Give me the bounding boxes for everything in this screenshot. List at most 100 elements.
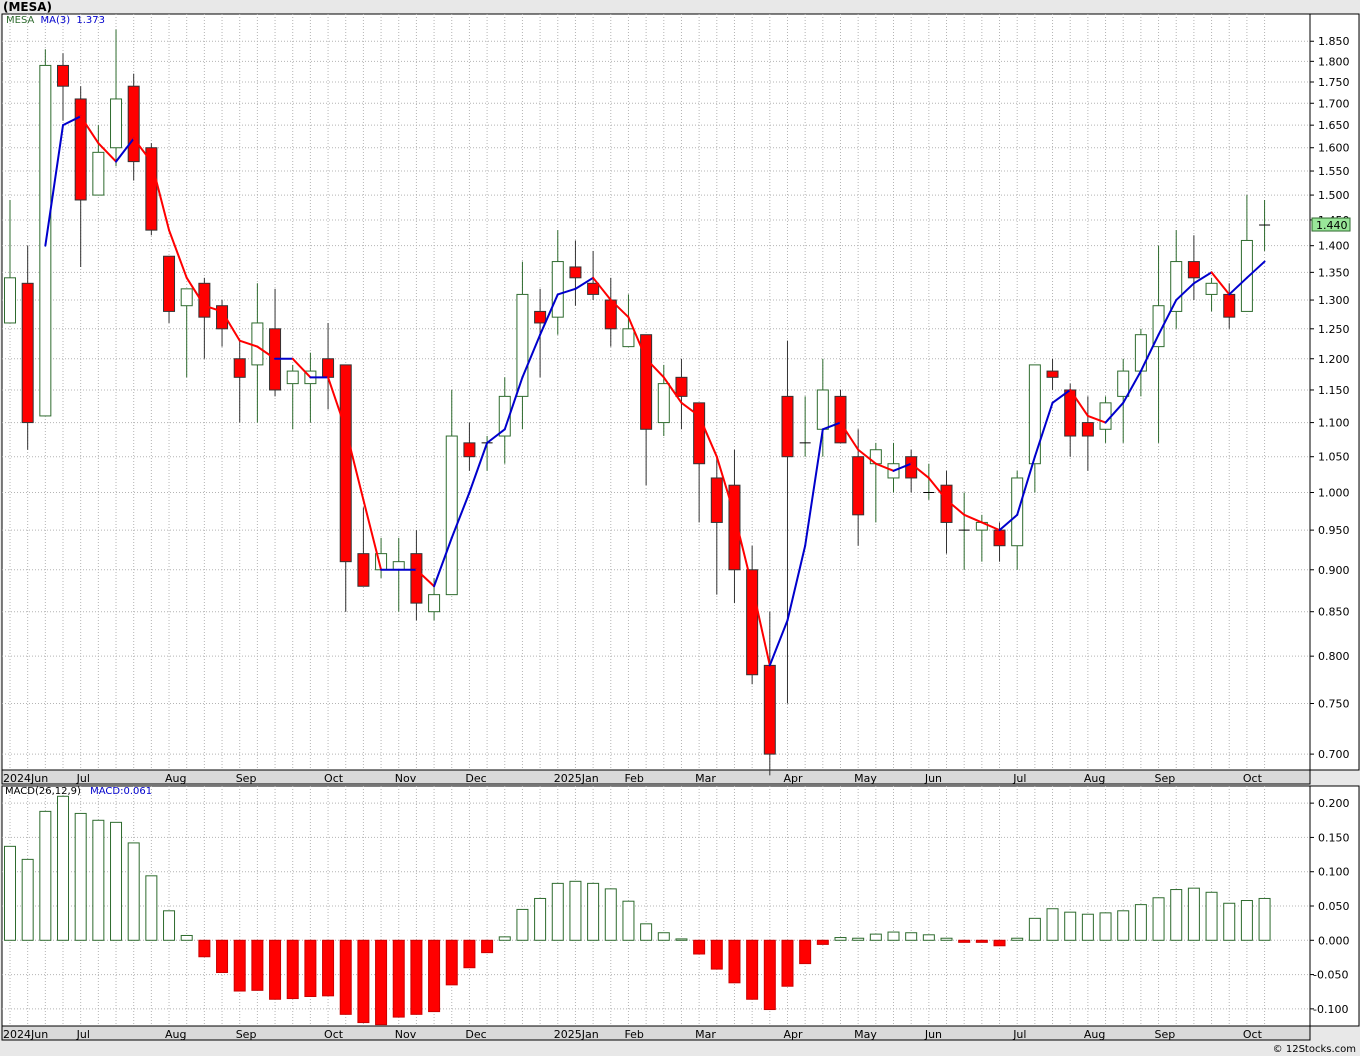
candle-body [622, 328, 635, 348]
macd-bar [1258, 897, 1271, 941]
candle-body [728, 484, 741, 571]
macd-bar [905, 932, 918, 941]
candle-body [1240, 239, 1253, 312]
macd-bar [127, 842, 140, 941]
ma3-segment [698, 414, 718, 458]
ma3-segment [97, 142, 118, 163]
macd-x-label: May [854, 1028, 877, 1041]
ma3-segment [344, 428, 365, 501]
ma3-segment [1033, 401, 1054, 458]
ma3-segment [892, 462, 913, 472]
candle-body [746, 569, 759, 676]
price-y-tick-label: 0.800 [1318, 650, 1350, 663]
price-x-label: 2024Jun [3, 772, 48, 785]
macd-params-label: MACD(26,12,9) [5, 786, 81, 797]
candle-body [551, 261, 564, 318]
ma3-segment [1157, 299, 1178, 336]
ma3-segment [362, 498, 383, 571]
macd-x-label: Jun [924, 1028, 942, 1041]
candle-body [463, 442, 476, 458]
macd-bar [498, 936, 511, 941]
ma3-segment [168, 229, 188, 279]
macd-bar [922, 934, 935, 941]
macd-bar [551, 882, 564, 941]
price-panel [1, 13, 1311, 771]
macd-bar [534, 897, 547, 941]
macd-value-label: MACD:0.061 [90, 786, 153, 797]
macd-bar [869, 933, 882, 941]
price-y-tick-label: 1.800 [1318, 55, 1350, 68]
macd-bar [357, 939, 370, 1024]
ma3-segment [1192, 271, 1213, 285]
candle-body [1046, 370, 1059, 378]
candle-body [1028, 364, 1041, 465]
ma3-segment [645, 357, 665, 379]
price-x-label: Sep [1155, 772, 1176, 785]
candle-body [816, 389, 829, 430]
macd-bar [657, 932, 670, 941]
candle-body [322, 358, 335, 378]
macd-x-label: Aug [1084, 1028, 1105, 1041]
price-x-label: Apr [783, 772, 803, 785]
macd-x-label: Sep [236, 1028, 257, 1041]
ma3-segment [1016, 455, 1036, 516]
macd-bar [993, 939, 1006, 947]
ma3-segment [715, 455, 736, 516]
price-y-tick-label: 1.750 [1318, 76, 1350, 89]
macd-bar [622, 900, 635, 941]
macd-bar [304, 939, 317, 998]
candle-body [233, 358, 246, 378]
candle-body [587, 282, 600, 295]
macd-bar [233, 939, 246, 992]
ma3-segment [733, 513, 754, 588]
ma3-segment [556, 287, 577, 296]
ma3-segment [609, 299, 630, 319]
price-y-tick-label: 1.550 [1318, 165, 1350, 178]
macd-bar [763, 939, 776, 1011]
candle-body [392, 561, 405, 571]
macd-bar [1011, 937, 1024, 941]
macd-bar [816, 939, 829, 945]
price-y-tick-label: 0.900 [1318, 564, 1350, 577]
ma3-segment [1175, 282, 1195, 302]
candle-body [1223, 293, 1236, 318]
macd-bar [781, 939, 794, 987]
ma3-segment [468, 441, 489, 494]
ma3-segment [927, 476, 948, 501]
ma3-segment [327, 376, 347, 431]
candle-body [251, 322, 264, 366]
macd-bar [410, 939, 423, 1015]
macd-bar [1099, 912, 1112, 941]
macd-bar [322, 939, 335, 997]
macd-bar [445, 939, 458, 986]
macd-bar [74, 812, 87, 941]
legend-ma-value: 1.373 [76, 15, 105, 26]
macd-bar [604, 888, 617, 941]
candle-body [710, 477, 723, 523]
candle-body [216, 305, 229, 330]
price-x-label: Jul [1012, 772, 1026, 785]
macd-bar [728, 939, 741, 984]
price-y-tick-label: 0.850 [1318, 606, 1350, 619]
price-y-tick-label: 1.200 [1318, 353, 1350, 366]
macd-y-tick-label: -0.100 [1313, 1003, 1348, 1016]
ma3-segment [150, 160, 171, 232]
macd-x-label: Oct [324, 1028, 344, 1041]
macd-x-label: Jul [76, 1028, 90, 1041]
macd-bar [693, 939, 706, 955]
macd-x-label: Sep [1155, 1028, 1176, 1041]
candle-body [1081, 422, 1094, 437]
ma3-segment [291, 357, 312, 379]
macd-bar [1152, 897, 1165, 941]
ma3-segment [980, 521, 1001, 532]
macd-bar [463, 939, 476, 969]
price-y-tick-label: 1.250 [1318, 323, 1350, 336]
candle-body [763, 664, 776, 755]
macd-bar [1170, 889, 1183, 941]
ma3-segment [680, 401, 701, 417]
candle-body [781, 395, 794, 458]
ma3-segment [433, 536, 453, 588]
price-x-label: 2025Jan [554, 772, 599, 785]
ma3-segment [415, 568, 436, 588]
